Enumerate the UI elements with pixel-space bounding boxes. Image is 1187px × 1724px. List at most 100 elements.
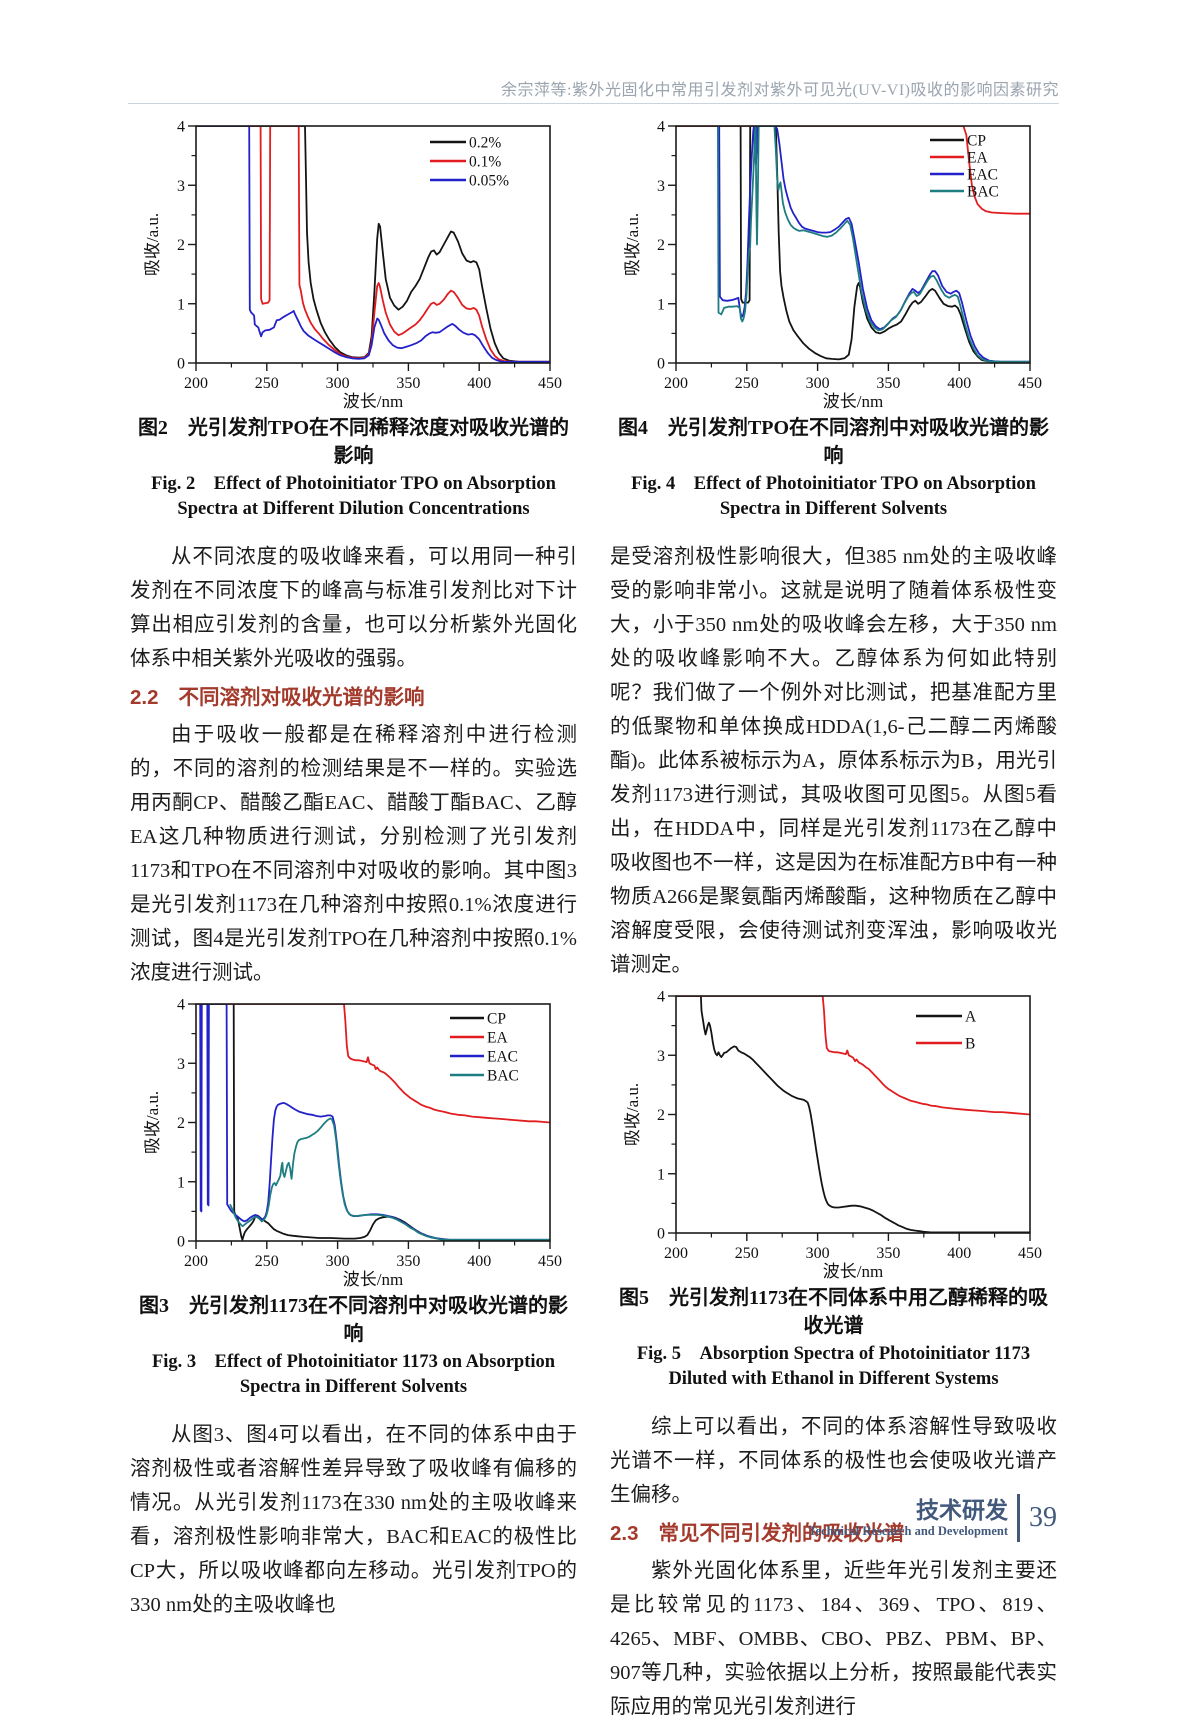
svg-text:4: 4 (657, 119, 665, 136)
fig3-caption-en: Fig. 3 Effect of Photoinitiator 1173 on … (151, 1352, 556, 1397)
svg-text:1: 1 (177, 296, 185, 313)
para-peak-shift-discussion: 从图3、图4可以看出，在不同的体系中由于溶剂极性或者溶解性差异导致了吸收峰有偏移… (130, 1424, 577, 1616)
fig5-caption-cn: 图5 光引发剂1173在不同体系中用乙醇稀释的吸收光谱 (619, 1287, 1048, 1337)
header-rule (128, 103, 1059, 104)
figure-3: 200 250 300 350 400 450 0 1 2 3 4 波长/nm 吸收/a.u. CP EA E… (130, 996, 577, 1400)
svg-text:波长/nm: 波长/nm (343, 392, 403, 410)
footer-section: 技术研发 Technical Research and Development (808, 1497, 1008, 1539)
para-solvent-test-setup: 由于吸收一般都是在稀释溶剂中进行检测的，不同的溶剂的检测结果是不一样的。实验选用… (130, 724, 577, 984)
column-left: 200 250 300 350 400 450 0 1 2 3 4 波长/nm 吸收/a.u. 0.2% 0… (130, 118, 577, 1622)
svg-text:3: 3 (657, 178, 665, 195)
svg-text:0: 0 (657, 1226, 665, 1243)
svg-text:吸收/a.u.: 吸收/a.u. (624, 213, 642, 276)
fig5-caption-en: Fig. 5 Absorption Spectra of Photoinitia… (636, 1344, 1031, 1389)
svg-text:400: 400 (947, 1245, 971, 1262)
para-polarity-hdda-discussion: 是受溶剂极性影响很大，但385 nm处的主吸收峰受的影响非常小。这就是说明了随着… (610, 546, 1057, 976)
svg-text:300: 300 (326, 1253, 350, 1270)
fig2-caption-en: Fig. 2 Effect of Photoinitiator TPO on A… (151, 474, 556, 519)
page-footer: 技术研发 Technical Research and Development … (808, 1494, 1057, 1542)
svg-text:吸收/a.u.: 吸收/a.u. (624, 1083, 642, 1146)
svg-text:吸收/a.u.: 吸收/a.u. (144, 213, 162, 276)
page-header-title: 余宗萍等:紫外光固化中常用引发剂对紫外可见光(UV-VI)吸收的影响因素研究 (501, 82, 1059, 99)
svg-text:200: 200 (184, 1253, 208, 1270)
svg-text:250: 250 (735, 375, 759, 392)
footer-section-cn: 技术研发 (916, 1497, 1008, 1523)
svg-text:CP: CP (967, 133, 986, 150)
svg-text:450: 450 (1018, 1245, 1042, 1262)
para-summary-solubility: 综上可以看出，不同的体系溶解性导致吸收光谱不一样，不同体系的极性也会使吸收光谱产… (610, 1416, 1057, 1506)
svg-text:2: 2 (177, 1115, 185, 1132)
svg-text:1: 1 (657, 296, 665, 313)
svg-text:EAC: EAC (487, 1049, 518, 1066)
svg-text:350: 350 (396, 1253, 420, 1270)
fig3-chart: 200 250 300 350 400 450 0 1 2 3 4 波长/nm 吸收/a.u. CP EA E… (144, 997, 562, 1289)
footer-section-en: Technical Research and Development (808, 1524, 1008, 1538)
fig2-chart: 200 250 300 350 400 450 0 1 2 3 4 波长/nm 吸收/a.u. 0.2% 0… (144, 119, 562, 411)
svg-text:250: 250 (735, 1245, 759, 1262)
section-heading-2-2: 2.2 不同溶剂对吸收光谱的影响 (130, 683, 577, 713)
svg-text:200: 200 (664, 375, 688, 392)
fig4-chart: 200 250 300 350 400 450 0 1 2 3 4 波长/nm 吸收/a.u. CPEAE… (624, 119, 1042, 411)
svg-text:0: 0 (177, 356, 185, 373)
svg-text:1: 1 (177, 1174, 185, 1191)
svg-text:2: 2 (657, 237, 665, 254)
svg-text:0: 0 (177, 1234, 185, 1251)
fig3-caption-cn: 图3 光引发剂1173在不同溶剂中对吸收光谱的影响 (139, 1295, 568, 1345)
svg-text:350: 350 (876, 1245, 900, 1262)
svg-text:3: 3 (177, 178, 185, 195)
svg-text:4: 4 (657, 989, 665, 1006)
svg-text:2: 2 (177, 237, 185, 254)
svg-text:波长/nm: 波长/nm (343, 1270, 403, 1288)
page-number: 39 (1029, 1502, 1057, 1533)
svg-text:CP: CP (487, 1011, 506, 1028)
svg-text:波长/nm: 波长/nm (823, 392, 883, 410)
svg-text:3: 3 (177, 1056, 185, 1073)
svg-text:BAC: BAC (967, 184, 999, 201)
svg-text:300: 300 (806, 375, 830, 392)
column-right: 200 250 300 350 400 450 0 1 2 3 4 波长/nm 吸收/a.u. CP EA E… (610, 118, 1057, 1724)
svg-text:350: 350 (876, 375, 900, 392)
svg-text:4: 4 (177, 119, 185, 136)
svg-text:200: 200 (664, 1245, 688, 1262)
svg-text:400: 400 (947, 375, 971, 392)
svg-text:EAC: EAC (967, 167, 998, 184)
section-heading-2-3: 2.3 常见不同引发剂的吸收光谱 (610, 1519, 1057, 1549)
para-common-photoinitiators: 紫外光固化体系里，近些年光引发剂主要还是比较常见的1173、184、369、TP… (610, 1560, 1057, 1718)
svg-text:4: 4 (177, 997, 185, 1014)
svg-text:450: 450 (538, 375, 562, 392)
svg-text:BAC: BAC (487, 1068, 519, 1085)
svg-text:0.05%: 0.05% (469, 173, 509, 190)
svg-text:250: 250 (255, 375, 279, 392)
svg-text:0.2%: 0.2% (469, 135, 501, 152)
svg-text:450: 450 (538, 1253, 562, 1270)
svg-text:EA: EA (487, 1030, 508, 1047)
svg-text:B: B (965, 1036, 975, 1053)
svg-text:250: 250 (255, 1253, 279, 1270)
fig4-caption-en: Fig. 4 Effect of Photoinitiator TPO on A… (631, 474, 1036, 519)
svg-text:300: 300 (326, 375, 350, 392)
svg-text:0: 0 (657, 356, 665, 373)
section-number: 2.2 (130, 686, 159, 709)
svg-text:吸收/a.u.: 吸收/a.u. (144, 1091, 162, 1154)
svg-text:350: 350 (396, 375, 420, 392)
svg-text:300: 300 (806, 1245, 830, 1262)
figure-5: 200 250 300 350 400 450 0 1 2 3 4 波长/nm 吸收/a.u. A B 图5… (610, 988, 1057, 1392)
svg-text:A: A (965, 1009, 977, 1026)
fig2-caption-cn: 图2 光引发剂TPO在不同稀释浓度对吸收光谱的影响 (137, 417, 570, 467)
fig5-chart: 200 250 300 350 400 450 0 1 2 3 4 波长/nm 吸收/a.u. AB (624, 989, 1042, 1281)
svg-text:1: 1 (657, 1166, 665, 1183)
section-title: 常见不同引发剂的吸收光谱 (658, 1522, 905, 1545)
svg-text:0.1%: 0.1% (469, 154, 501, 171)
figure-4: 200 250 300 350 400 450 0 1 2 3 4 波长/nm 吸收/a.u. CP EA E… (610, 118, 1057, 522)
svg-text:2: 2 (657, 1107, 665, 1124)
svg-text:3: 3 (657, 1048, 665, 1065)
section-number: 2.3 (610, 1522, 639, 1545)
fig4-caption-cn: 图4 光引发剂TPO在不同溶剂中对吸收光谱的影响 (617, 417, 1050, 467)
svg-text:400: 400 (467, 1253, 491, 1270)
svg-text:EA: EA (967, 150, 988, 167)
svg-text:400: 400 (467, 375, 491, 392)
svg-text:200: 200 (184, 375, 208, 392)
footer-divider (1017, 1494, 1020, 1542)
svg-text:450: 450 (1018, 375, 1042, 392)
svg-text:波长/nm: 波长/nm (823, 1262, 883, 1280)
